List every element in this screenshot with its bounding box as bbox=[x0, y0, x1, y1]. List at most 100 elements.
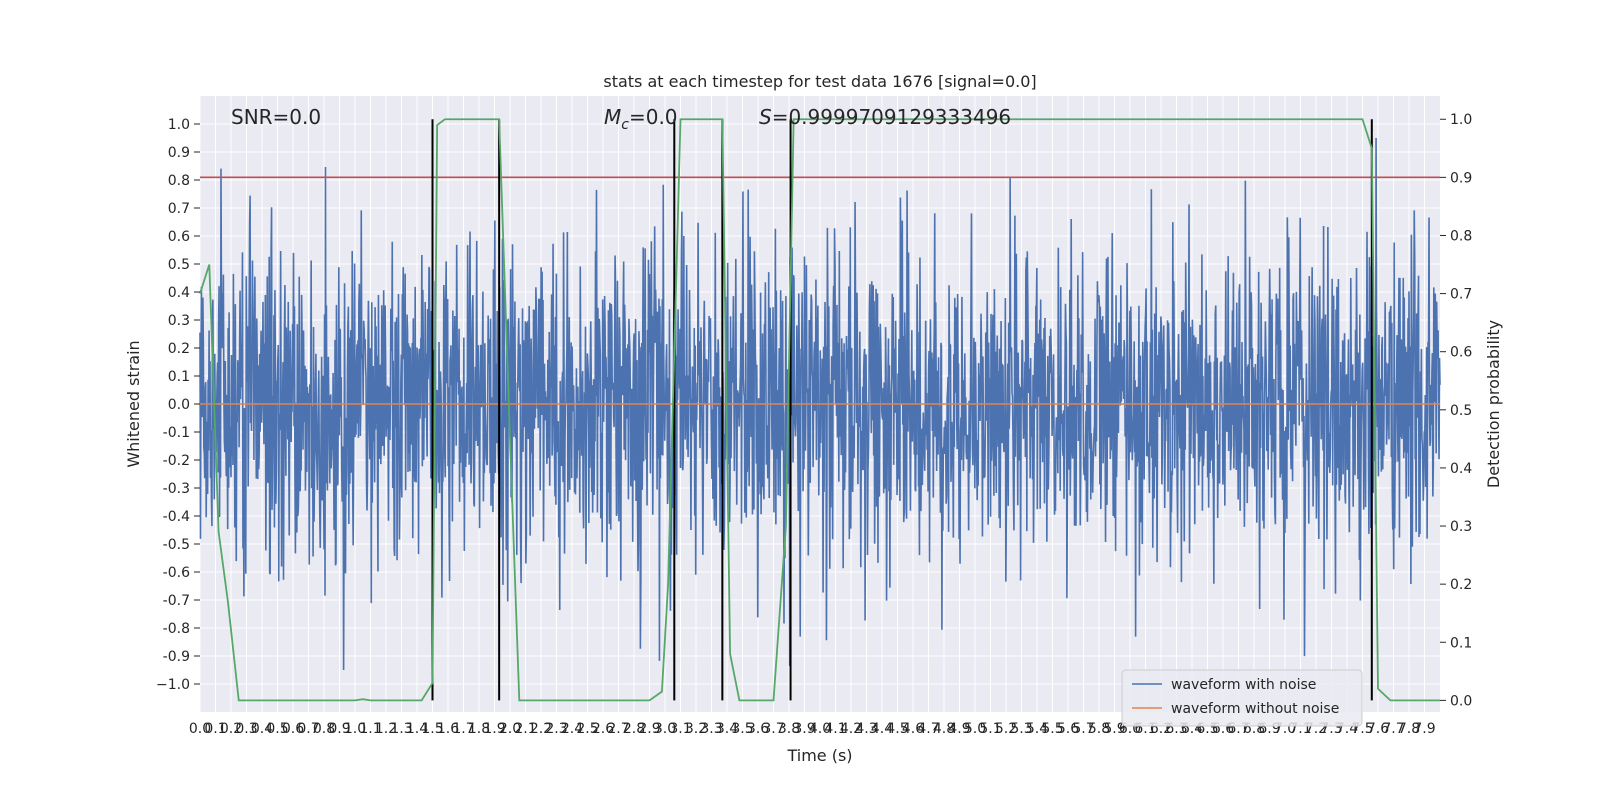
x-tick-label: 5.3 bbox=[1010, 721, 1032, 737]
y-tick-left-label: 0.1 bbox=[168, 369, 190, 385]
x-tick-label: 2.5 bbox=[576, 721, 598, 737]
snr-annotation: SNR=0.0 bbox=[231, 105, 321, 129]
y-tick-right-label: 0.3 bbox=[1450, 519, 1472, 535]
x-tick-label: 3.3 bbox=[700, 721, 722, 737]
x-tick-label: 3.4 bbox=[716, 721, 738, 737]
x-tick-label: 1.2 bbox=[375, 721, 397, 737]
x-tick-label: 4.4 bbox=[871, 721, 893, 737]
y-tick-left-label: 0.6 bbox=[168, 229, 190, 245]
x-tick-label: 3.0 bbox=[654, 721, 676, 737]
y-tick-right-label: 0.7 bbox=[1450, 287, 1472, 303]
x-tick-label: 4.8 bbox=[933, 721, 955, 737]
y-tick-left-label: 0.8 bbox=[168, 173, 190, 189]
chart-title: stats at each timestep for test data 167… bbox=[603, 72, 1036, 91]
x-tick-label: 1.8 bbox=[468, 721, 490, 737]
x-tick-label: 1.7 bbox=[452, 721, 474, 737]
y-tick-left-label: 0.0 bbox=[168, 397, 190, 413]
y-tick-left-label: 0.3 bbox=[168, 313, 190, 329]
x-tick-label: 2.3 bbox=[545, 721, 567, 737]
legend: waveform with noise waveform without noi… bbox=[1121, 669, 1363, 727]
probability-line bbox=[199, 118, 1440, 702]
y-tick-left-label: -0.2 bbox=[163, 453, 190, 469]
y-tick-left-label: -0.8 bbox=[163, 621, 190, 637]
y-tick-left-label: -0.4 bbox=[163, 509, 190, 525]
x-tick-label: 5.2 bbox=[995, 721, 1017, 737]
y-tick-left-label: -0.5 bbox=[163, 537, 190, 553]
x-tick-label: 0.6 bbox=[282, 721, 304, 737]
y-tick-right-label: 0.2 bbox=[1450, 577, 1472, 593]
x-tick-label: 5.0 bbox=[964, 721, 986, 737]
x-tick-label: 4.5 bbox=[886, 721, 908, 737]
legend-box bbox=[1121, 669, 1363, 727]
x-tick-label: 5.7 bbox=[1072, 721, 1094, 737]
x-tick-label: 7.6 bbox=[1367, 721, 1389, 737]
y-tick-right-label: 1.0 bbox=[1450, 112, 1472, 128]
x-tick-label: 2.7 bbox=[607, 721, 629, 737]
x-tick-label: 3.8 bbox=[778, 721, 800, 737]
x-tick-label: 2.1 bbox=[514, 721, 536, 737]
y-tick-left-label: -0.6 bbox=[163, 565, 190, 581]
x-tick-label: 2.0 bbox=[499, 721, 521, 737]
y-tick-left-label: -0.3 bbox=[163, 481, 190, 497]
y-tick-left-label: 0.7 bbox=[168, 201, 190, 217]
x-tick-label: 7.7 bbox=[1382, 721, 1404, 737]
y-tick-left-label: -0.9 bbox=[163, 649, 190, 665]
x-tick-label: 5.1 bbox=[979, 721, 1001, 737]
x-tick-label: 7.8 bbox=[1398, 721, 1420, 737]
x-tick-label: 5.6 bbox=[1057, 721, 1079, 737]
x-tick-label: 1.3 bbox=[390, 721, 412, 737]
x-tick-label: 0.5 bbox=[266, 721, 288, 737]
x-tick-label: 4.6 bbox=[902, 721, 924, 737]
x-tick-label: 5.4 bbox=[1026, 721, 1048, 737]
x-tick-label: 3.1 bbox=[669, 721, 691, 737]
x-tick-label: 5.8 bbox=[1088, 721, 1110, 737]
y-tick-right-label: 0.1 bbox=[1450, 635, 1472, 651]
x-tick-label: 7.9 bbox=[1413, 721, 1435, 737]
x-tick-label: 1.4 bbox=[406, 721, 428, 737]
x-tick-label: 1.9 bbox=[483, 721, 505, 737]
y-axis-right-ticks: 1.0 0.9 0.8 0.7 0.6 0.5 0.4 0.3 0.2 0.1 0.0 bbox=[1440, 112, 1472, 709]
mc-subscript: c bbox=[621, 117, 629, 133]
y-tick-right-label: 0.0 bbox=[1450, 693, 1472, 709]
x-axis-label: Time (s) bbox=[786, 746, 852, 765]
y-tick-right-label: 0.8 bbox=[1450, 228, 1472, 244]
x-tick-label: 1.5 bbox=[421, 721, 443, 737]
y-axis-left-label: Whitened strain bbox=[124, 340, 143, 467]
x-tick-label: 4.7 bbox=[917, 721, 939, 737]
x-tick-label: 0.7 bbox=[297, 721, 319, 737]
x-tick-label: 4.2 bbox=[840, 721, 862, 737]
x-tick-label: 2.4 bbox=[561, 721, 583, 737]
x-tick-label: 4.3 bbox=[855, 721, 877, 737]
y-tick-right-label: 0.5 bbox=[1450, 403, 1472, 419]
legend-label-noise: waveform with noise bbox=[1171, 677, 1316, 693]
y-tick-left-label: 0.4 bbox=[168, 285, 190, 301]
x-tick-label: 0.3 bbox=[235, 721, 257, 737]
y-tick-right-label: 0.9 bbox=[1450, 170, 1472, 186]
x-tick-label: 2.6 bbox=[592, 721, 614, 737]
mc-symbol: M bbox=[604, 105, 621, 129]
x-tick-label: 0.2 bbox=[220, 721, 242, 737]
legend-label-clean: waveform without noise bbox=[1171, 701, 1339, 717]
x-tick-label: 2.9 bbox=[638, 721, 660, 737]
y-tick-left-label: 0.5 bbox=[168, 257, 190, 273]
y-tick-left-label: -0.7 bbox=[163, 593, 190, 609]
x-tick-label: 0.9 bbox=[328, 721, 350, 737]
probability-series bbox=[199, 118, 1440, 702]
y-axis-right-label: Detection probability bbox=[1484, 320, 1503, 488]
x-tick-label: 4.9 bbox=[948, 721, 970, 737]
x-tick-label: 1.6 bbox=[437, 721, 459, 737]
x-tick-label: 3.5 bbox=[731, 721, 753, 737]
mc-annotation: Mc=0.0 bbox=[604, 105, 678, 133]
x-tick-label: 0.4 bbox=[251, 721, 273, 737]
y-tick-left-label: 0.2 bbox=[168, 341, 190, 357]
x-tick-label: 2.8 bbox=[623, 721, 645, 737]
y-tick-left-label: 0.9 bbox=[168, 145, 190, 161]
x-tick-label: 5.9 bbox=[1103, 721, 1125, 737]
y-tick-left-label: -0.1 bbox=[163, 425, 190, 441]
x-tick-label: 2.2 bbox=[530, 721, 552, 737]
x-tick-label: 3.7 bbox=[762, 721, 784, 737]
x-tick-label: 4.1 bbox=[824, 721, 846, 737]
mc-value: =0.0 bbox=[629, 105, 678, 129]
